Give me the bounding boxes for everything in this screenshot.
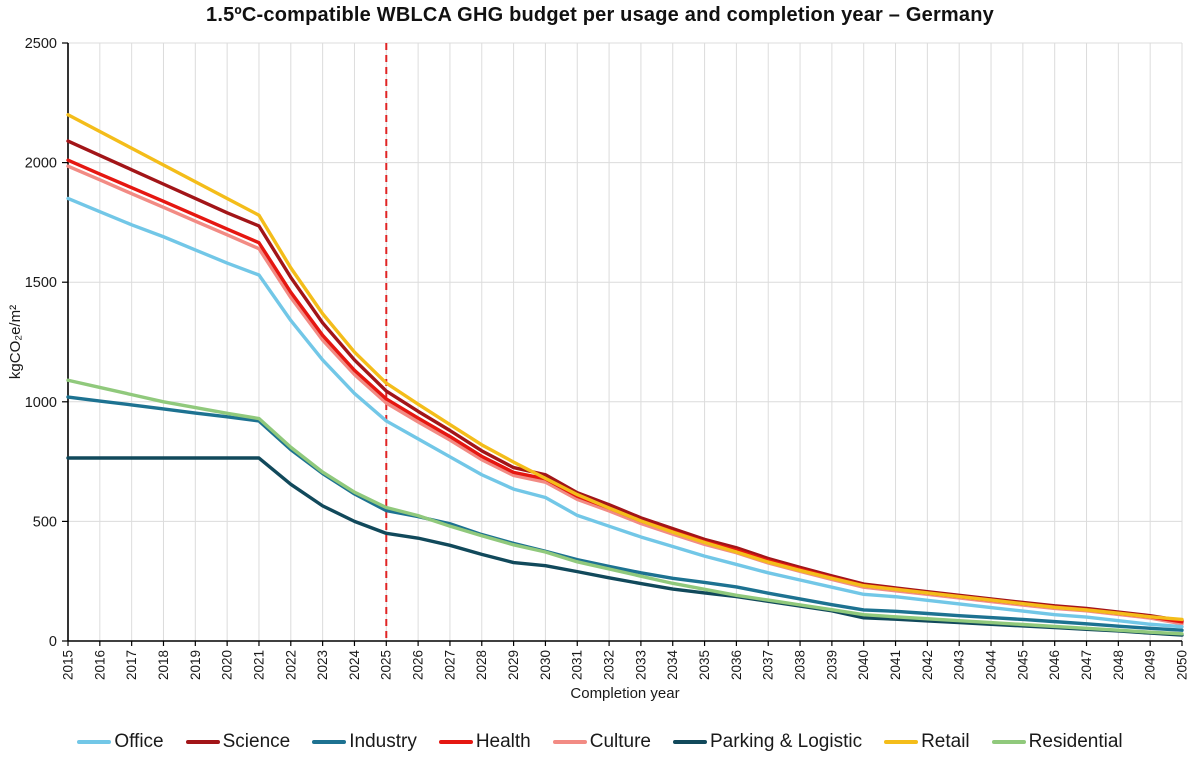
- legend-item-retail: Retail: [884, 731, 970, 753]
- svg-text:1500: 1500: [25, 275, 57, 291]
- svg-text:2019: 2019: [188, 650, 203, 680]
- legend-label-science: Science: [222, 731, 291, 752]
- svg-text:2025: 2025: [379, 650, 394, 680]
- legend-item-industry: Industry: [312, 731, 417, 753]
- legend-item-office: Office: [77, 731, 164, 753]
- svg-text:2031: 2031: [570, 650, 585, 680]
- series-lines: [66, 113, 1184, 637]
- axes: [67, 43, 1182, 642]
- svg-text:2022: 2022: [283, 650, 298, 680]
- svg-text:2039: 2039: [824, 650, 839, 680]
- svg-text:2048: 2048: [1111, 650, 1126, 680]
- svg-text:2035: 2035: [697, 650, 712, 680]
- svg-text:2040: 2040: [856, 650, 871, 680]
- line-chart: 0 500 1000 1500 2000 2500 2015 2016 2017 2018 2019…: [7, 36, 1189, 702]
- y-axis-label: kgCO₂e/m²: [7, 305, 24, 379]
- svg-text:2036: 2036: [729, 650, 744, 680]
- svg-text:2033: 2033: [633, 650, 648, 680]
- svg-text:2000: 2000: [25, 156, 57, 172]
- svg-text:2020: 2020: [220, 650, 235, 680]
- svg-text:2041: 2041: [888, 650, 903, 680]
- legend-label-culture: Culture: [589, 731, 651, 752]
- legend-label-residential: Residential: [1028, 731, 1123, 752]
- legend-item-culture: Culture: [552, 731, 651, 753]
- legend-swatch-parking-logistic: [673, 740, 707, 744]
- legend-item-science: Science: [185, 731, 291, 753]
- svg-text:2023: 2023: [315, 650, 330, 680]
- legend-label-retail: Retail: [921, 731, 970, 752]
- legend-item-parking-logistic: Parking & Logistic: [673, 731, 862, 753]
- legend-swatch-culture: [552, 740, 587, 744]
- svg-text:2046: 2046: [1047, 650, 1062, 680]
- legend-item-residential: Residential: [991, 731, 1123, 753]
- x-axis-label: Completion year: [570, 685, 679, 702]
- series-retail: [66, 113, 1184, 622]
- series-industry: [66, 395, 1184, 632]
- legend-label-office: Office: [114, 731, 164, 752]
- series-health: [66, 158, 1184, 624]
- y-tick-labels: 0 500 1000 1500 2000 2500: [25, 36, 57, 650]
- svg-text:2032: 2032: [602, 650, 617, 680]
- legend-swatch-residential: [991, 740, 1026, 744]
- series-office: [66, 196, 1184, 629]
- series-residential: [66, 378, 1184, 636]
- svg-text:2047: 2047: [1079, 650, 1094, 680]
- legend-label-industry: Industry: [349, 731, 417, 752]
- legend: Office Science Industry Health Culture Parkin…: [0, 731, 1200, 753]
- chart-title: 1.5ºC-compatible WBLCA GHG budget per us…: [206, 4, 994, 26]
- series-parking-logistic: [66, 456, 1184, 637]
- svg-text:2042: 2042: [920, 650, 935, 680]
- svg-text:2017: 2017: [124, 650, 139, 680]
- svg-text:2050: 2050: [1174, 650, 1189, 680]
- svg-text:2500: 2500: [25, 36, 57, 52]
- svg-text:2015: 2015: [60, 650, 75, 680]
- svg-text:2016: 2016: [92, 650, 107, 680]
- svg-text:2043: 2043: [952, 650, 967, 680]
- series-culture: [66, 164, 1184, 626]
- svg-text:2028: 2028: [474, 650, 489, 680]
- legend-item-health: Health: [438, 731, 531, 753]
- axis-ticks: [62, 42, 1183, 646]
- series-science: [66, 139, 1184, 623]
- svg-text:2029: 2029: [506, 650, 521, 680]
- svg-text:2049: 2049: [1143, 650, 1158, 680]
- svg-text:2045: 2045: [1015, 650, 1030, 680]
- svg-text:2021: 2021: [251, 650, 266, 680]
- svg-text:500: 500: [33, 514, 57, 530]
- svg-text:2038: 2038: [793, 650, 808, 680]
- legend-swatch-office: [77, 740, 112, 744]
- svg-text:2044: 2044: [983, 650, 998, 681]
- x-tick-labels: 2015 2016 2017 2018 2019 2020 2021 2022 2023 2024…: [60, 650, 1189, 681]
- legend-swatch-science: [185, 740, 220, 744]
- legend-swatch-retail: [884, 740, 919, 744]
- legend-swatch-industry: [312, 740, 347, 744]
- svg-text:2034: 2034: [665, 650, 680, 681]
- svg-text:2024: 2024: [347, 650, 362, 681]
- svg-text:2026: 2026: [411, 650, 426, 680]
- legend-swatch-health: [438, 740, 473, 744]
- gridlines: [67, 42, 1183, 642]
- svg-text:2037: 2037: [761, 650, 776, 680]
- svg-text:2030: 2030: [538, 650, 553, 680]
- svg-text:2027: 2027: [442, 650, 457, 680]
- legend-label-health: Health: [475, 731, 531, 752]
- legend-label-parking-logistic: Parking & Logistic: [710, 731, 863, 752]
- svg-text:0: 0: [49, 634, 57, 650]
- svg-text:2018: 2018: [156, 650, 171, 680]
- svg-text:1000: 1000: [25, 395, 57, 411]
